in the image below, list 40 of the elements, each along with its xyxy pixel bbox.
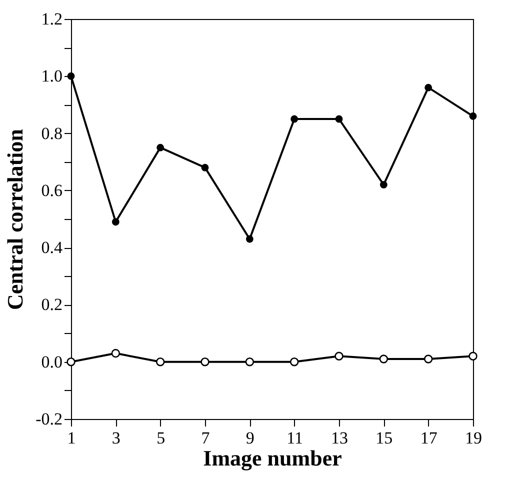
- point: [245, 358, 254, 366]
- point: [156, 144, 164, 152]
- y-tick-label: 0.4: [41, 238, 63, 258]
- point: [201, 164, 209, 172]
- point: [335, 115, 343, 123]
- x-tick-label: 7: [201, 428, 210, 448]
- point: [424, 84, 432, 92]
- point: [424, 354, 433, 364]
- point: [156, 358, 165, 366]
- point: [379, 354, 388, 364]
- x-tick-label: 5: [156, 428, 166, 448]
- point: [290, 115, 298, 123]
- point: [468, 352, 478, 360]
- text: 0.0: [41, 352, 62, 372]
- x-tick-label: 9: [246, 428, 254, 448]
- x-axis-title: Image number: [203, 446, 342, 470]
- point: [290, 358, 299, 366]
- y-tick-label: 1.2: [41, 10, 62, 28]
- point: [67, 72, 75, 80]
- x-tick-label: 1: [67, 428, 76, 448]
- point: [246, 235, 254, 243]
- point: [111, 348, 120, 358]
- point: [66, 358, 76, 366]
- x-tick-label: 17: [420, 428, 438, 448]
- point: [380, 181, 388, 188]
- y-tick-label: 0.2: [41, 295, 62, 314]
- y-tick-label: -0.2: [36, 410, 62, 428]
- point: [200, 358, 210, 366]
- x-tick-label: 11: [286, 428, 304, 448]
- x-tick-label: 15: [376, 428, 393, 448]
- point: [334, 352, 344, 360]
- x-tick-label: 19: [465, 428, 482, 448]
- text: 1.0: [41, 66, 62, 86]
- point: [469, 112, 477, 120]
- x-tick-label: 3: [112, 428, 120, 448]
- point: [112, 218, 120, 226]
- y-tick-label: 0.6: [41, 180, 62, 200]
- y-tick-label: 0.8: [41, 124, 62, 143]
- x-tick-label: 13: [331, 428, 348, 448]
- y-axis-title: Central correlation: [2, 128, 28, 310]
